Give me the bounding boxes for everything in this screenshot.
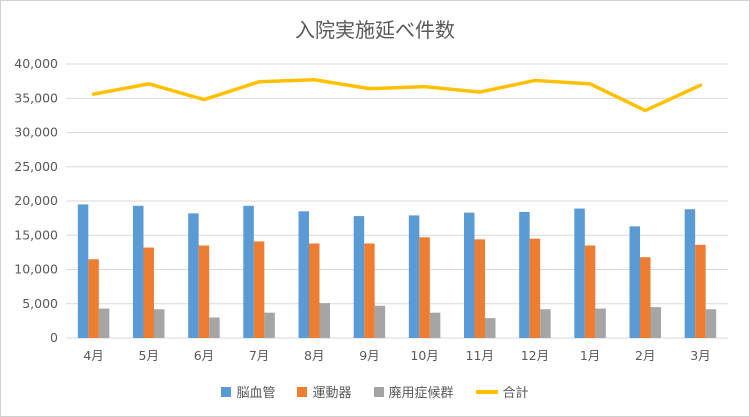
legend-swatch: [475, 389, 498, 394]
bar-運動器: [640, 257, 651, 338]
bar-運動器: [584, 245, 596, 338]
bar-脳血管: [684, 209, 696, 338]
x-tick-label: 1月: [580, 348, 600, 363]
bar-運動器: [309, 243, 320, 338]
x-tick-label: 9月: [359, 348, 379, 363]
bar-運動器: [695, 244, 706, 338]
y-tick-label: 35,000: [14, 90, 58, 105]
y-tick-label: 5,000: [22, 296, 58, 311]
y-tick-label: 0: [50, 330, 58, 345]
bar-運動器: [88, 259, 99, 338]
bar-脳血管: [133, 205, 144, 338]
x-tick-label: 5月: [139, 348, 159, 363]
legend-label: 合計: [502, 386, 529, 401]
line-point: [203, 99, 205, 101]
y-tick-label: 15,000: [14, 227, 58, 242]
bar-脳血管: [298, 211, 309, 338]
bar-廃用症候群: [650, 307, 661, 338]
bar-廃用症候群: [154, 309, 165, 338]
line-point: [368, 88, 370, 90]
bar-廃用症候群: [540, 309, 551, 338]
legend-item: 運動器: [297, 382, 352, 401]
bar-廃用症候群: [374, 305, 386, 338]
bar-運動器: [419, 237, 430, 338]
bar-廃用症候群: [595, 308, 606, 338]
line-point: [534, 79, 536, 81]
bar-廃用症候群: [264, 312, 275, 338]
line-point: [644, 110, 646, 112]
bar-廃用症候群: [98, 308, 110, 338]
legend: 脳血管 運動器 廃用症候群 合計: [0, 382, 750, 401]
legend-swatch: [373, 386, 384, 397]
bar-廃用症候群: [429, 312, 441, 338]
x-tick-label: 2月: [635, 348, 655, 363]
bar-脳血管: [408, 215, 420, 338]
x-tick-label: 11月: [466, 348, 494, 363]
line-point: [699, 84, 701, 86]
bar-運動器: [529, 238, 541, 338]
y-tick-label: 30,000: [14, 125, 58, 140]
legend-label: 廃用症候群: [388, 386, 454, 401]
x-tick-label: 6月: [194, 348, 214, 363]
bar-運動器: [198, 245, 210, 338]
line-point: [313, 79, 315, 81]
bar-脳血管: [574, 208, 585, 338]
line-point: [479, 91, 481, 93]
y-tick-label: 25,000: [14, 159, 58, 174]
legend-item: 廃用症候群: [373, 382, 454, 401]
x-tick-label: 4月: [83, 348, 103, 363]
line-point: [424, 86, 426, 88]
line-point: [93, 93, 95, 95]
line-point: [589, 83, 591, 85]
bar-脳血管: [629, 226, 640, 338]
bar-脳血管: [519, 211, 530, 338]
bar-脳血管: [188, 213, 199, 338]
legend-swatch: [221, 386, 232, 397]
legend-item: 脳血管: [221, 382, 275, 401]
bar-運動器: [474, 239, 485, 338]
legend-swatch: [297, 386, 308, 397]
bar-脳血管: [353, 216, 365, 338]
legend-label: 脳血管: [236, 386, 276, 401]
bar-運動器: [364, 243, 375, 338]
bar-廃用症候群: [705, 309, 717, 338]
x-tick-label: 7月: [249, 348, 269, 363]
y-tick-label: 20,000: [14, 193, 58, 208]
x-tick-label: 8月: [304, 348, 324, 363]
bar-脳血管: [243, 205, 254, 338]
bar-廃用症候群: [485, 318, 496, 338]
line-point: [258, 81, 260, 83]
line-合計: [91, 78, 703, 113]
line-point: [148, 83, 150, 85]
legend-label: 運動器: [312, 386, 352, 401]
x-tick-label: 10月: [410, 348, 438, 363]
bar-廃用症候群: [319, 303, 330, 338]
bar-脳血管: [464, 212, 475, 338]
y-tick-label: 10,000: [14, 262, 58, 277]
y-tick-label: 40,000: [14, 56, 58, 71]
x-tick-label: 12月: [521, 348, 549, 363]
bar-運動器: [143, 247, 154, 338]
bar-運動器: [253, 241, 265, 338]
legend-item: 合計: [475, 382, 529, 401]
chart-title: 入院実施延べ件数: [295, 18, 455, 42]
bar-廃用症候群: [209, 317, 220, 338]
x-tick-label: 3月: [690, 348, 710, 363]
bar-脳血管: [77, 204, 89, 338]
